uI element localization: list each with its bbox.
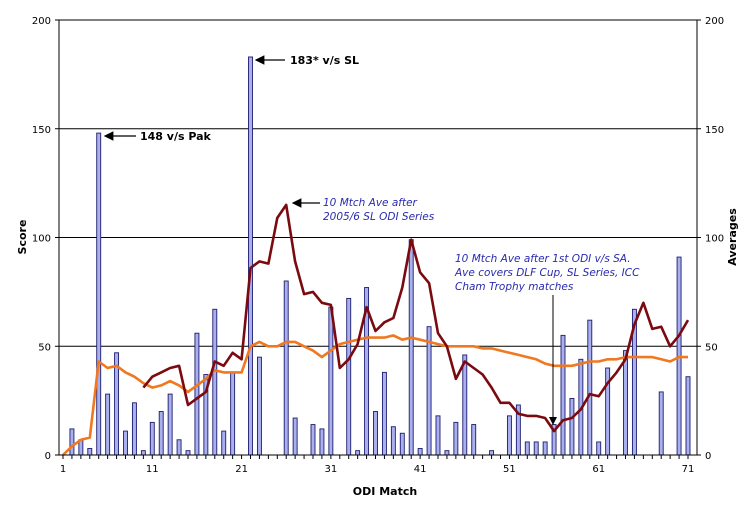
score-bar: [293, 418, 297, 455]
score-bar: [436, 416, 440, 455]
score-bar: [257, 357, 261, 455]
score-bar: [534, 442, 538, 455]
annotation-sl-line2: 2005/6 SL ODI Series: [323, 211, 435, 223]
score-bar: [507, 416, 511, 455]
score-bar: [231, 372, 235, 455]
y2-tick-label: 50: [705, 342, 718, 353]
score-bar: [490, 451, 494, 455]
y2-tick-label: 200: [705, 16, 724, 27]
x-tick-label: 11: [146, 464, 159, 475]
x-tick-label: 51: [503, 464, 516, 475]
score-bar: [195, 333, 199, 455]
score-bar: [159, 412, 163, 456]
y-tick-label: 100: [32, 234, 51, 245]
score-bar: [320, 429, 324, 455]
y-tick-label: 0: [45, 451, 51, 462]
score-bar: [374, 412, 378, 456]
score-bar: [132, 403, 136, 455]
score-bar: [409, 240, 413, 455]
score-bar: [391, 427, 395, 455]
score-bar: [382, 372, 386, 455]
score-bar: [222, 431, 226, 455]
score-bar: [97, 133, 101, 455]
score-bar: [249, 57, 253, 455]
score-bar: [588, 320, 592, 455]
score-bar: [329, 307, 333, 455]
score-bar: [445, 451, 449, 455]
score-bar: [284, 281, 288, 455]
x-tick-label: 41: [414, 464, 427, 475]
score-bar: [311, 425, 315, 455]
score-bar: [418, 448, 422, 455]
chart: 111213141516171 050100150200 05010015020…: [0, 0, 752, 512]
x-tick-label: 21: [235, 464, 248, 475]
score-bar: [427, 327, 431, 455]
x-tick-label: 61: [592, 464, 605, 475]
y-tick-label: 200: [32, 16, 51, 27]
score-bar: [597, 442, 601, 455]
score-bar: [150, 422, 154, 455]
x-axis-title: ODI Match: [353, 485, 417, 498]
score-bar: [570, 398, 574, 455]
score-bar: [543, 442, 547, 455]
x-axis: 111213141516171: [60, 455, 695, 475]
score-bar: [686, 377, 690, 455]
annotation-148: 148 v/s Pak: [140, 130, 212, 143]
score-bar: [356, 451, 360, 455]
y-axis-title: Score: [16, 220, 29, 255]
score-bar: [454, 422, 458, 455]
score-bar: [141, 451, 145, 455]
score-bar: [624, 351, 628, 455]
score-bar: [177, 440, 181, 455]
score-bar: [70, 429, 74, 455]
score-bar: [463, 355, 467, 455]
score-bar: [525, 442, 529, 455]
x-tick-label: 1: [60, 464, 66, 475]
y-axis-left: 0 50 100 150 200: [32, 16, 59, 462]
annotation-sa-line1: 10 Mtch Ave after 1st ODI v/s SA.: [455, 253, 631, 265]
score-bar: [659, 392, 663, 455]
gridlines: [59, 129, 697, 347]
annotation-sa-line3: Cham Trophy matches: [455, 281, 574, 293]
score-bar: [400, 433, 404, 455]
y2-tick-label: 100: [705, 234, 724, 245]
x-tick-label: 71: [682, 464, 695, 475]
score-bar: [472, 425, 476, 455]
score-bar: [347, 298, 351, 455]
x-tick-label: 31: [324, 464, 337, 475]
annotation-sa-line2: Ave covers DLF Cup, SL Series, ICC: [454, 267, 640, 279]
score-bar: [561, 335, 565, 455]
score-bar: [213, 309, 217, 455]
score-bar: [186, 451, 190, 455]
annotation-183: 183* v/s SL: [290, 54, 359, 67]
y2-tick-label: 0: [705, 451, 711, 462]
annotation-sl-line1: 10 Mtch Ave after: [323, 197, 418, 209]
y-tick-label: 50: [38, 342, 51, 353]
score-bar: [88, 448, 92, 455]
score-bar: [168, 394, 172, 455]
y-axis-right: 0 50 100 150 200: [697, 16, 724, 462]
y-tick-label: 150: [32, 125, 51, 136]
y2-tick-label: 150: [705, 125, 724, 136]
y2-axis-title: Averages: [726, 208, 739, 266]
score-bar: [106, 394, 110, 455]
score-bar: [124, 431, 128, 455]
